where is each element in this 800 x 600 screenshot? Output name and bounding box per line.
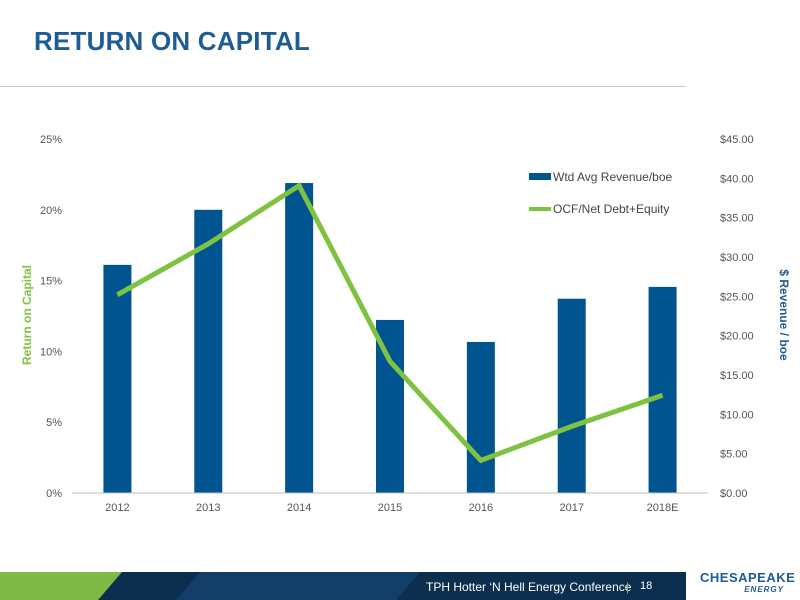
right-tick-label: $15.00: [720, 370, 754, 382]
footer-conference-text: TPH Hotter ‘N Hell Energy Conference: [426, 580, 632, 594]
chart-legend: Wtd Avg Revenue/boe OCF/Net Debt+Equity: [529, 170, 673, 216]
right-tick-label: $5.00: [720, 449, 748, 461]
right-tick-label: $35.00: [720, 213, 754, 225]
right-tick-label: $40.00: [720, 173, 754, 185]
x-tick-label: 2018E: [647, 502, 679, 514]
left-axis-ticks: 0% 5% 10% 15% 20% 25%: [40, 134, 62, 500]
x-tick-label: 2013: [196, 502, 220, 514]
left-tick-label: 0%: [46, 488, 62, 500]
logo-subtitle: ENERGY: [744, 585, 784, 594]
bar-2018E: [648, 286, 677, 493]
x-tick-label: 2012: [105, 502, 129, 514]
title-divider: [0, 86, 686, 87]
logo-wordmark: CHESAPEAKE: [700, 570, 796, 585]
left-tick-label: 5%: [46, 417, 62, 429]
x-tick-label: 2014: [287, 502, 311, 514]
right-tick-label: $0.00: [720, 488, 748, 500]
x-tick-label: 2015: [378, 502, 402, 514]
bar-2014: [285, 183, 314, 493]
left-tick-label: 20%: [40, 205, 62, 217]
x-tick-label: 2016: [469, 502, 493, 514]
right-tick-label: $45.00: [720, 134, 754, 146]
right-tick-label: $25.00: [720, 291, 754, 303]
line-layer: [116, 182, 664, 464]
footer-band: [0, 572, 686, 600]
left-tick-label: 10%: [40, 346, 62, 358]
x-tick-label: 2017: [559, 502, 583, 514]
footer-green-stripe: [0, 572, 132, 600]
bar-2017: [557, 298, 586, 493]
x-axis-ticks: 2012 2013 2014 2015 2016 2017 2018E: [105, 502, 678, 514]
footer-separator: |: [626, 580, 630, 594]
chesapeake-logo: CHESAPEAKE ENERGY: [700, 570, 795, 596]
left-axis-label: Return on Capital: [20, 265, 34, 365]
legend-swatch-bar: [529, 173, 551, 180]
legend-label-line: OCF/Net Debt+Equity: [553, 202, 669, 216]
right-tick-label: $20.00: [720, 331, 754, 343]
right-axis-ticks: $0.00 $5.00 $10.00 $15.00 $20.00 $25.00 $30.00…: [720, 134, 754, 500]
bar-2013: [194, 209, 223, 494]
right-tick-label: $10.00: [720, 409, 754, 421]
bar-2012: [103, 264, 132, 493]
bars-layer: [103, 183, 677, 494]
right-axis-label: $ Revenue / boe: [777, 269, 791, 361]
footer-mid-band: [176, 572, 420, 600]
bar-2015: [376, 319, 404, 493]
right-tick-label: $30.00: [720, 252, 754, 264]
bar-2016: [466, 341, 495, 493]
legend-label-bar: Wtd Avg Revenue/boe: [553, 170, 673, 184]
return-on-capital-chart: 0%5%10%15%20%25% $0.00$5.00$10.00$15.00$…: [20, 134, 791, 514]
page-number: 18: [640, 580, 653, 592]
left-tick-label: 25%: [40, 134, 62, 146]
page-title: RETURN ON CAPITAL: [34, 26, 310, 56]
left-tick-label: 15%: [40, 276, 62, 288]
